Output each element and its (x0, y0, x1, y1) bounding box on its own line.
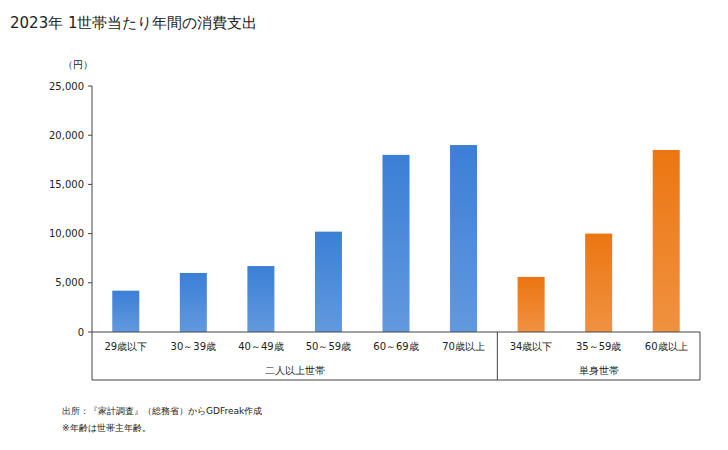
bars (112, 145, 679, 332)
x-axis (92, 332, 700, 333)
y-tick (88, 184, 92, 185)
bar (112, 291, 139, 332)
x-tick-label: 60歳以上 (645, 341, 688, 352)
y-tick-label: 0 (78, 327, 84, 338)
note: ※年齢は世帯主年齢。 (62, 423, 151, 433)
x-tick-label: 60～69歳 (373, 341, 418, 352)
chart: 2023年 1世帯当たり年間の消費支出 （円） 0 5,000 10,000 15,000… (0, 0, 728, 450)
y-tick (88, 86, 92, 87)
y-axis (92, 86, 93, 332)
bar (585, 234, 612, 332)
group-line (92, 380, 497, 381)
note: 出所：『家計調査』（総務省）からGDFreak作成 (62, 406, 262, 416)
bar (518, 277, 545, 332)
bar (315, 232, 342, 332)
x-tick-label: 30～39歳 (171, 341, 216, 352)
bar (247, 266, 274, 332)
bar (382, 155, 409, 332)
y-tick (88, 332, 92, 333)
x-tick-label: 70歳以上 (442, 341, 485, 352)
y-tick-label: 10,000 (49, 228, 84, 239)
x-tick-label: 35～59歳 (576, 341, 621, 352)
x-tick-label: 40～49歳 (238, 341, 283, 352)
group-line (497, 380, 700, 381)
group-divider (700, 332, 701, 380)
y-tick (88, 233, 92, 234)
title: 2023年 1世帯当たり年間の消費支出 (10, 14, 258, 32)
bar (450, 145, 477, 332)
bar (653, 150, 680, 332)
group-divider (497, 332, 498, 380)
y-tick (88, 282, 92, 283)
group-label: 単身世帯 (579, 365, 619, 376)
group-divider (92, 332, 93, 380)
y-tick-label: 5,000 (55, 277, 84, 288)
x-tick-label: 29歳以下 (104, 341, 147, 352)
group-label: 二人以上世帯 (265, 365, 325, 376)
x-tick-label: 50～59歳 (306, 341, 351, 352)
y-tick (88, 135, 92, 136)
y-tick-label: 15,000 (49, 179, 84, 190)
y-label: （円） (63, 59, 93, 70)
x-tick-label: 34歳以下 (510, 341, 553, 352)
y-tick-label: 20,000 (49, 130, 84, 141)
bar (180, 273, 207, 332)
y-tick-label: 25,000 (49, 81, 84, 92)
